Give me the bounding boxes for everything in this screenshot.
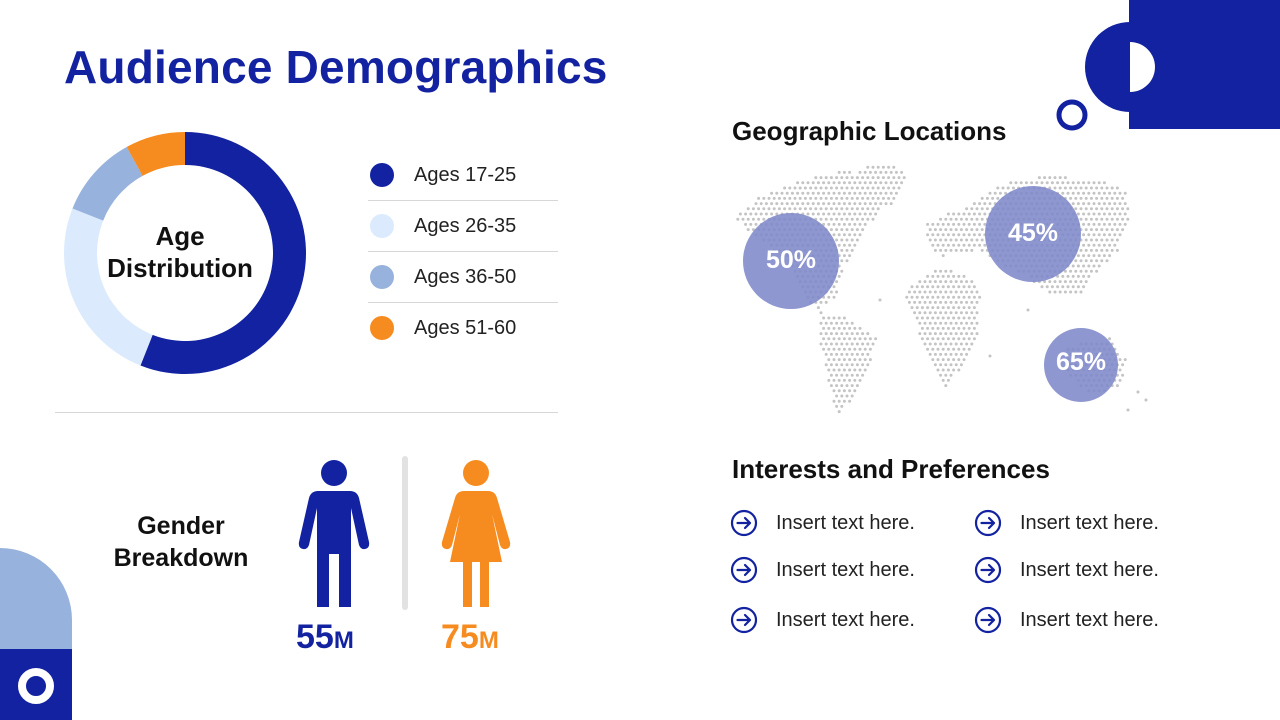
donut-segment-2 [64, 208, 153, 366]
region-percent-oceania: 65% [1055, 348, 1107, 376]
interest-item: Insert text here. [730, 509, 915, 537]
male-count-unit: M [333, 627, 354, 654]
interest-text: Insert text here. [776, 511, 915, 534]
page-title: Audience Demographics [64, 41, 608, 93]
interest-text: Insert text here. [1020, 558, 1159, 581]
age-legend: Ages 17-25 Ages 26-35 Ages 36-50 Ages 51… [368, 150, 558, 353]
gender-breakdown-title: Gender Breakdown [100, 510, 262, 574]
age-distribution-donut [64, 132, 306, 374]
legend-swatch [370, 265, 394, 289]
donut-center-line2: Distribution [107, 253, 253, 283]
arrow-right-circle-icon [730, 509, 758, 537]
female-count-number: 75 [441, 618, 479, 656]
legend-item: Ages 36-50 [368, 252, 558, 303]
interest-item: Insert text here. [974, 509, 1159, 537]
interests-title: Interests and Preferences [732, 454, 1050, 484]
region-percent-americas: 50% [765, 246, 817, 274]
legend-swatch [370, 163, 394, 187]
legend-item: Ages 17-25 [368, 150, 558, 201]
female-count-unit: M [478, 627, 499, 654]
world-map-icon [736, 165, 1148, 414]
geographic-locations-title: Geographic Locations [732, 116, 1007, 146]
interest-item: Insert text here. [730, 556, 915, 584]
arrow-right-circle-icon [974, 509, 1002, 537]
region-bubble-americas [743, 213, 839, 309]
legend-item: Ages 26-35 [368, 201, 558, 252]
legend-item: Ages 51-60 [368, 303, 558, 353]
donut-segment-1 [140, 132, 306, 374]
gender-divider [402, 456, 408, 610]
region-percent-asia: 45% [1007, 219, 1059, 247]
female-person-icon [441, 460, 511, 607]
legend-label: Ages 51-60 [414, 316, 517, 339]
arrow-right-circle-icon [974, 606, 1002, 634]
region-bubble-asia [985, 186, 1081, 282]
interest-item: Insert text here. [730, 606, 915, 634]
male-count-number: 55 [296, 618, 334, 656]
corner-decoration-bottom-left [0, 548, 72, 720]
female-count: 75M [441, 618, 499, 657]
interest-text: Insert text here. [1020, 511, 1159, 534]
region-bubble-oceania [1044, 328, 1118, 402]
legend-label: Ages 36-50 [414, 265, 517, 288]
arrow-right-circle-icon [730, 556, 758, 584]
section-divider [55, 412, 558, 413]
donut-segment-3 [72, 146, 143, 221]
interest-item: Insert text here. [974, 606, 1159, 634]
male-person-icon [298, 460, 370, 607]
interest-text: Insert text here. [1020, 608, 1159, 631]
legend-label: Ages 17-25 [414, 163, 517, 186]
arrow-right-circle-icon [974, 556, 1002, 584]
legend-label: Ages 26-35 [414, 214, 517, 237]
gender-title-line1: Gender [137, 512, 225, 540]
interest-text: Insert text here. [776, 608, 915, 631]
interest-item: Insert text here. [974, 556, 1159, 584]
donut-center-line1: Age [155, 221, 205, 251]
gender-title-line2: Breakdown [113, 544, 249, 572]
legend-swatch [370, 214, 394, 238]
donut-segment-4 [126, 132, 185, 176]
donut-center-label: Age Distribution [92, 220, 268, 284]
arrow-right-circle-icon [730, 606, 758, 634]
male-count: 55M [296, 618, 354, 657]
interest-text: Insert text here. [776, 558, 915, 581]
legend-swatch [370, 316, 394, 340]
